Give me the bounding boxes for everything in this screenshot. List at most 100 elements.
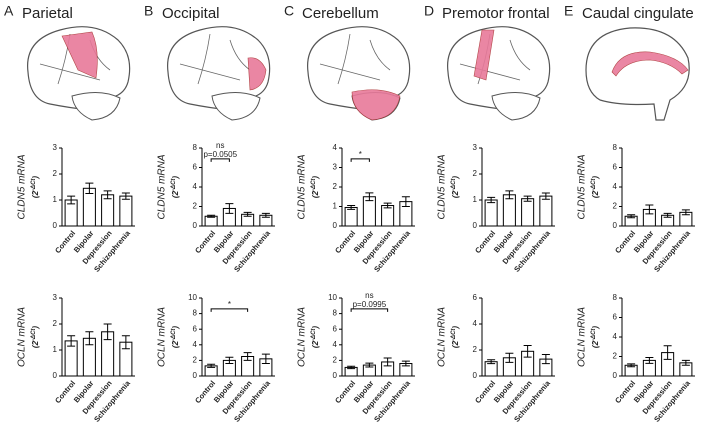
unit-base: (2	[591, 340, 600, 348]
y-tick-label: 2	[53, 169, 58, 178]
error-bar	[261, 353, 270, 365]
error-bar	[383, 202, 392, 209]
unit-base: (2	[31, 190, 40, 198]
significance-bracket	[210, 308, 249, 312]
unit-close: )	[591, 326, 600, 330]
brain-region	[473, 29, 495, 81]
unit-close: )	[171, 326, 180, 330]
unit-exponent: -ΔCt	[451, 328, 457, 341]
y-tick-label: 3	[53, 293, 58, 302]
significance-label: ns	[365, 291, 373, 300]
y-tick-label: 0	[193, 371, 198, 380]
y-tick-label: 2	[333, 182, 338, 191]
brain-illustration	[447, 26, 551, 121]
unit-base: (2	[31, 340, 40, 348]
unit-base: (2	[171, 190, 180, 198]
y-tick-label: 1	[333, 202, 338, 211]
y-tick-label: 8	[193, 309, 198, 318]
error-bar	[261, 212, 270, 218]
error-bar	[225, 356, 234, 365]
panel-letter: A	[4, 3, 14, 19]
error-bar	[645, 356, 654, 364]
y-tick-label: 1	[473, 195, 478, 204]
y-axis-unit: (2-ΔCt)	[451, 176, 461, 198]
error-bar	[365, 192, 374, 202]
error-bar	[225, 203, 234, 214]
unit-base: (2	[171, 340, 180, 348]
unit-exponent: -ΔCt	[451, 178, 457, 191]
panel-letter: D	[424, 3, 434, 19]
y-tick-label: 0	[53, 221, 58, 230]
unit-close: )	[311, 326, 320, 330]
significance-label: ns	[216, 141, 224, 150]
y-tick-label: 0	[473, 371, 478, 380]
error-bar	[121, 335, 130, 350]
y-axis-label: CLDN5 mRNA	[17, 154, 28, 219]
y-tick-label: 6	[193, 163, 198, 172]
unit-base: (2	[591, 190, 600, 198]
y-axis-label: OCLN mRNA	[157, 307, 168, 367]
brain-illustration	[585, 27, 690, 121]
unit-close: )	[171, 176, 180, 180]
y-tick-label: 6	[473, 293, 478, 302]
unit-exponent: -ΔCt	[171, 328, 177, 341]
significance-bracket	[350, 158, 370, 162]
y-tick-label: 0	[53, 371, 58, 380]
brain-illustration	[307, 26, 411, 121]
y-axis-unit: (2-ΔCt)	[451, 326, 461, 348]
error-bar	[681, 359, 690, 366]
bar	[539, 195, 553, 227]
y-tick-label: 8	[613, 293, 618, 302]
y-tick-label: 4	[193, 340, 198, 349]
panel-letter: B	[144, 3, 153, 19]
bar	[502, 194, 516, 227]
panel-letter: E	[564, 3, 573, 19]
bar	[101, 194, 115, 227]
y-axis-label: CLDN5 mRNA	[157, 154, 168, 219]
error-bar	[207, 363, 216, 368]
panel-title: Premotor frontal	[442, 5, 550, 22]
y-tick-label: 0	[193, 221, 198, 230]
error-bar	[663, 212, 672, 218]
significance-label: p=0.0995	[353, 300, 387, 309]
y-tick-label: 4	[473, 319, 478, 328]
y-axis-unit: (2-ΔCt)	[311, 326, 321, 348]
y-tick-label: 4	[333, 143, 338, 152]
y-tick-label: 2	[473, 169, 478, 178]
unit-close: )	[451, 176, 460, 180]
error-bar	[487, 196, 496, 204]
y-axis-label: CLDN5 mRNA	[577, 154, 588, 219]
y-tick-label: 4	[193, 182, 198, 191]
error-bar	[645, 204, 654, 215]
y-axis-unit: (2-ΔCt)	[311, 176, 321, 198]
y-tick-label: 10	[188, 293, 197, 302]
error-bar	[347, 365, 356, 370]
y-tick-label: 2	[473, 345, 478, 354]
brain-cerebellum	[71, 92, 121, 121]
error-bar	[103, 190, 112, 200]
y-tick-label: 3	[473, 143, 478, 152]
y-axis-unit: (2-ΔCt)	[31, 326, 41, 348]
unit-base: (2	[311, 190, 320, 198]
error-bar	[627, 363, 636, 368]
y-tick-label: 2	[333, 356, 338, 365]
error-bar	[523, 195, 532, 202]
y-tick-label: 2	[193, 356, 198, 365]
y-tick-label: 0	[613, 371, 618, 380]
y-tick-label: 6	[613, 163, 618, 172]
unit-close: )	[31, 176, 40, 180]
bar	[521, 198, 535, 227]
error-bar	[347, 205, 356, 210]
y-axis-label: CLDN5 mRNA	[297, 154, 308, 219]
y-tick-label: 10	[328, 293, 337, 302]
panel-title: Caudal cingulate	[582, 5, 694, 22]
unit-close: )	[451, 326, 460, 330]
error-bar	[487, 359, 496, 365]
unit-exponent: -ΔCt	[31, 328, 37, 341]
bar	[484, 199, 498, 227]
y-tick-label: 8	[193, 143, 198, 152]
brain-outline	[585, 27, 690, 121]
y-tick-label: 4	[613, 332, 618, 341]
brain-sulcus	[179, 33, 251, 85]
